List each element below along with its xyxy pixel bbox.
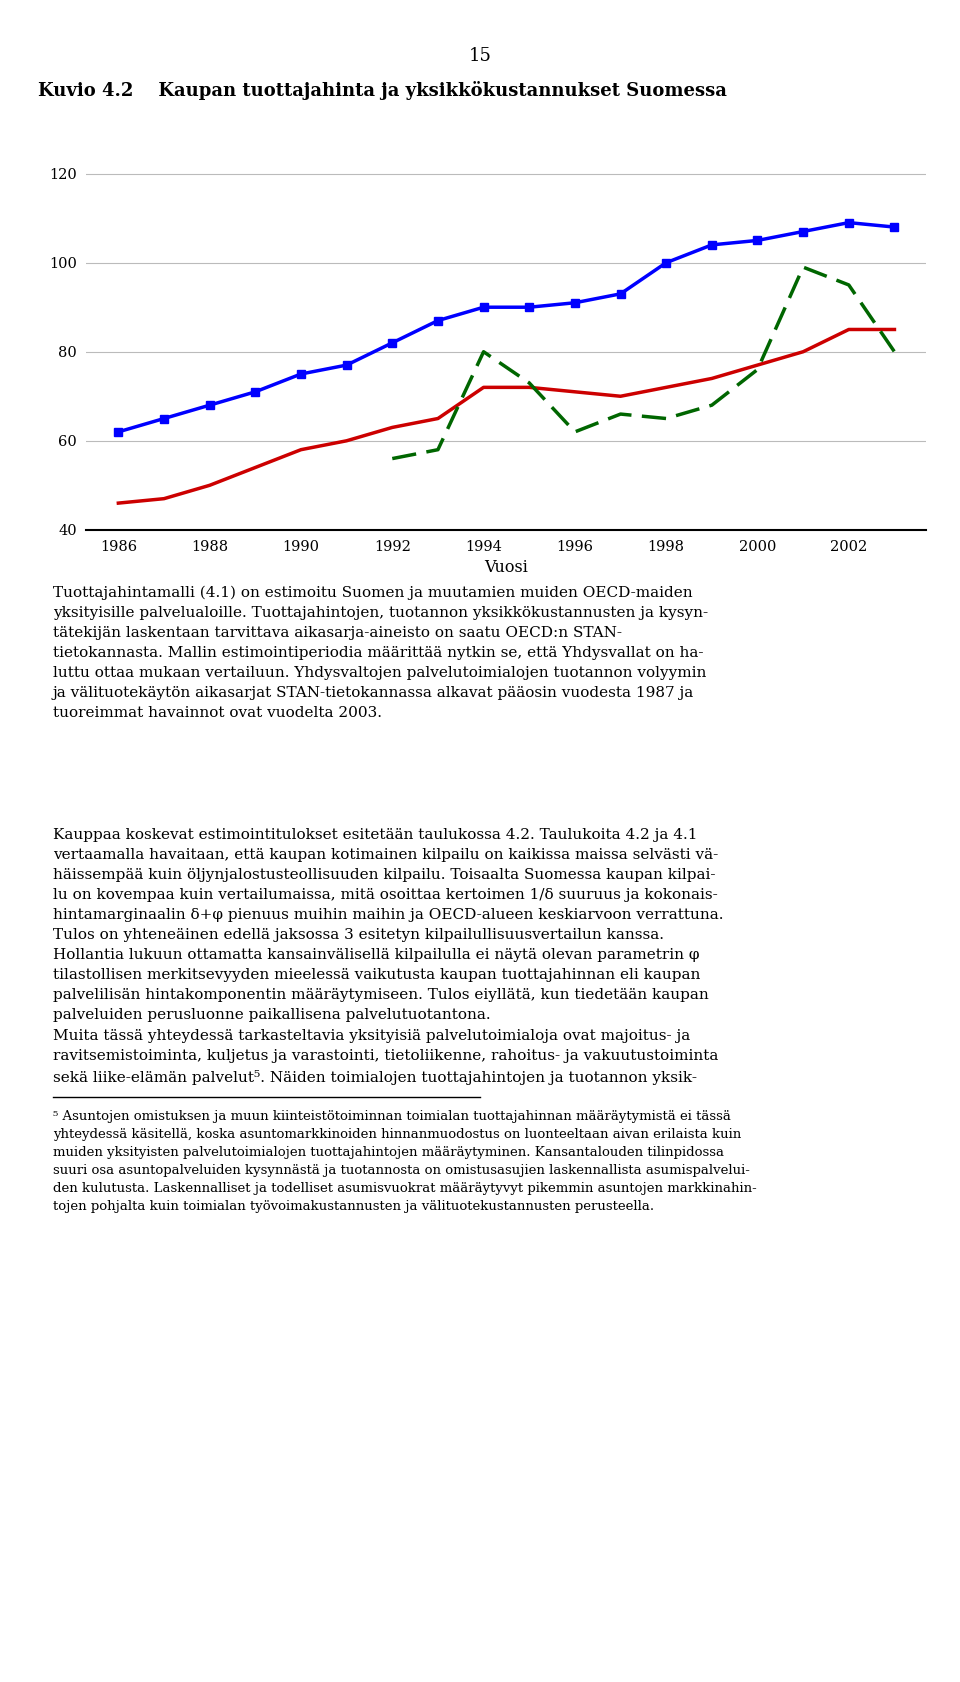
Text: Muita tässä yhteydessä tarkasteltavia yksityisiä palvelutoimialoja ovat majoitus: Muita tässä yhteydessä tarkasteltavia yk… — [53, 1029, 718, 1085]
Text: ⁵ Asuntojen omistuksen ja muun kiinteistötoiminnan toimialan tuottajahinnan määr: ⁵ Asuntojen omistuksen ja muun kiinteist… — [53, 1110, 756, 1213]
Text: 15: 15 — [468, 47, 492, 66]
Text: Kuvio 4.2    Kaupan tuottajahinta ja yksikkökustannukset Suomessa: Kuvio 4.2 Kaupan tuottajahinta ja yksikk… — [38, 81, 728, 99]
Text: Kauppaa koskevat estimointitulokset esitetään taulukossa 4.2. Taulukoita 4.2 ja : Kauppaa koskevat estimointitulokset esit… — [53, 828, 723, 1023]
Text: Tuottajahintamalli (4.1) on estimoitu Suomen ja muutamien muiden OECD-maiden
yks: Tuottajahintamalli (4.1) on estimoitu Su… — [53, 585, 708, 720]
X-axis label: Vuosi: Vuosi — [485, 558, 528, 577]
